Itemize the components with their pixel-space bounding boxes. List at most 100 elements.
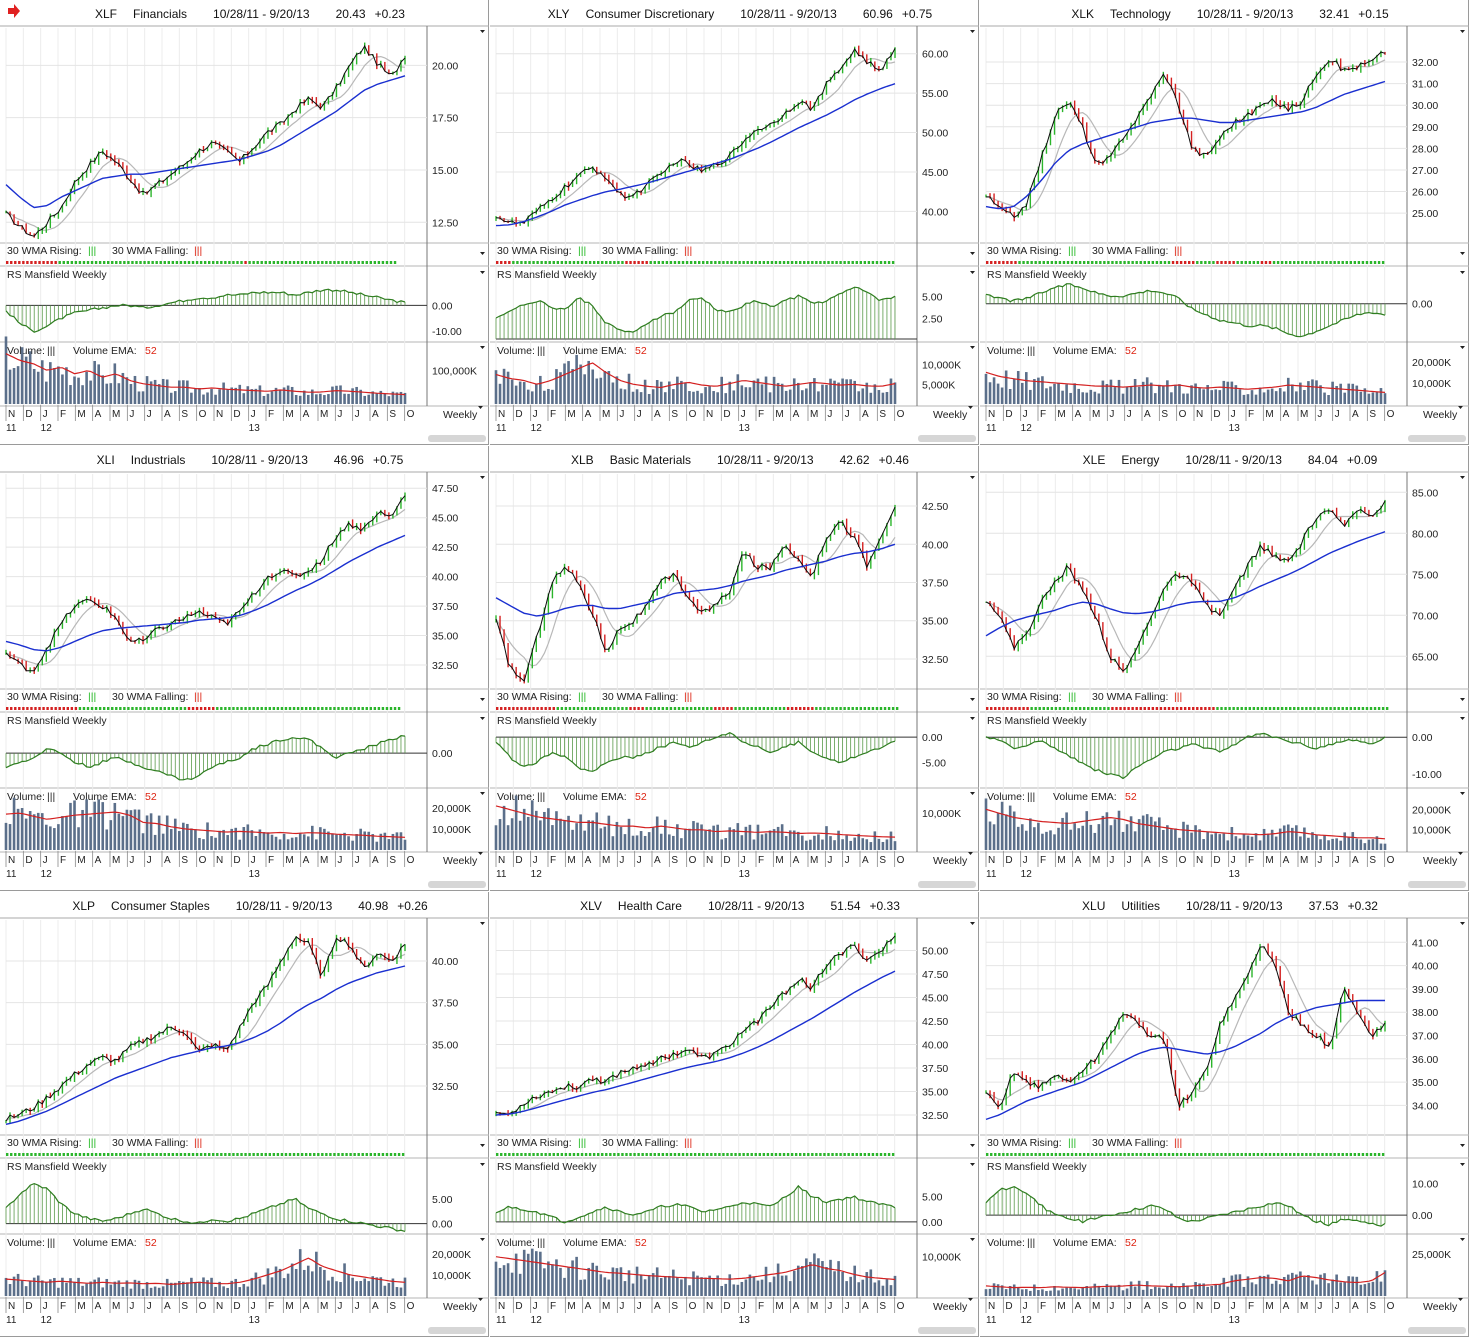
wma-dot <box>847 1153 850 1156</box>
wma-dot <box>337 261 340 264</box>
wma-dot <box>1179 707 1183 710</box>
dropdown-icon[interactable] <box>1458 852 1463 855</box>
wma-dot <box>532 261 535 264</box>
wma-dot <box>304 261 308 264</box>
dropdown-icon[interactable] <box>968 852 973 855</box>
dropdown-icon[interactable] <box>1460 1144 1465 1147</box>
volume-bar <box>809 1261 812 1296</box>
dropdown-icon[interactable] <box>478 406 483 409</box>
horizontal-scrollbar[interactable] <box>428 881 486 888</box>
dropdown-icon[interactable] <box>970 1238 975 1241</box>
wma-dot <box>1082 1153 1086 1156</box>
dropdown-icon[interactable] <box>480 698 485 701</box>
dropdown-icon[interactable] <box>1460 698 1465 701</box>
volume-bar <box>692 1271 695 1296</box>
dropdown-icon[interactable] <box>480 922 485 925</box>
horizontal-scrollbar[interactable] <box>918 435 976 442</box>
horizontal-scrollbar[interactable] <box>1408 881 1466 888</box>
volume-bar <box>992 1283 996 1296</box>
horizontal-scrollbar[interactable] <box>428 435 486 442</box>
wma-dot <box>1123 707 1126 710</box>
wma-dot <box>564 1153 568 1156</box>
dropdown-icon[interactable] <box>480 30 485 33</box>
dropdown-icon[interactable] <box>1460 1163 1465 1166</box>
dropdown-icon[interactable] <box>480 717 485 720</box>
dropdown-icon[interactable] <box>1460 792 1465 795</box>
dropdown-icon[interactable] <box>970 1163 975 1166</box>
dropdown-icon[interactable] <box>970 922 975 925</box>
volume-bar <box>210 836 213 850</box>
wma-dot <box>195 707 199 710</box>
dropdown-icon[interactable] <box>478 852 483 855</box>
dropdown-icon[interactable] <box>1460 271 1465 274</box>
wma-dot <box>1087 707 1090 710</box>
dropdown-icon[interactable] <box>970 30 975 33</box>
dropdown-icon[interactable] <box>970 476 975 479</box>
wma-dot <box>147 707 150 710</box>
dropdown-icon[interactable] <box>1460 30 1465 33</box>
year-label: 13 <box>739 869 751 880</box>
dropdown-icon[interactable] <box>970 1144 975 1147</box>
volume-bar <box>53 1277 56 1296</box>
wma-dot <box>693 707 697 710</box>
dropdown-icon[interactable] <box>480 1144 485 1147</box>
wma-dot <box>147 261 150 264</box>
dropdown-icon[interactable] <box>478 1298 483 1301</box>
dropdown-icon[interactable] <box>480 476 485 479</box>
wma-dot <box>548 261 551 264</box>
alert-arrow-icon[interactable] <box>8 4 20 18</box>
volume-bar <box>1085 1286 1089 1296</box>
volume-bar <box>1335 386 1338 404</box>
dropdown-icon[interactable] <box>970 792 975 795</box>
dropdown-icon[interactable] <box>968 1298 973 1301</box>
volume-bar <box>242 1284 246 1296</box>
dropdown-icon[interactable] <box>1460 346 1465 349</box>
dropdown-icon[interactable] <box>1460 252 1465 255</box>
dropdown-icon[interactable] <box>1460 476 1465 479</box>
horizontal-scrollbar[interactable] <box>918 881 976 888</box>
volume-bar <box>347 836 350 850</box>
dropdown-icon[interactable] <box>1460 922 1465 925</box>
volume-bar <box>101 375 105 404</box>
volume-bar <box>833 380 836 404</box>
volume-bar <box>375 393 379 404</box>
volume-bar <box>206 392 209 404</box>
volume-ema-value: 52 <box>1125 1237 1137 1249</box>
volume-bar <box>1383 1270 1387 1296</box>
horizontal-scrollbar[interactable] <box>1408 1327 1466 1334</box>
volume-bar <box>1371 1281 1375 1296</box>
dropdown-icon[interactable] <box>480 1238 485 1241</box>
month-label: O <box>897 409 905 420</box>
dropdown-icon[interactable] <box>480 346 485 349</box>
volume-bar <box>619 1267 623 1296</box>
dropdown-icon[interactable] <box>1460 717 1465 720</box>
horizontal-scrollbar[interactable] <box>428 1327 486 1334</box>
dropdown-icon[interactable] <box>1460 1238 1465 1241</box>
price-tick-label: 40.00 <box>432 572 458 584</box>
dropdown-icon[interactable] <box>970 698 975 701</box>
dropdown-icon[interactable] <box>968 406 973 409</box>
wma-dot <box>94 1153 98 1156</box>
dropdown-icon[interactable] <box>970 271 975 274</box>
horizontal-scrollbar[interactable] <box>918 1327 976 1334</box>
volume-bar <box>222 829 225 850</box>
dropdown-icon[interactable] <box>970 252 975 255</box>
horizontal-scrollbar[interactable] <box>1408 435 1466 442</box>
volume-bar <box>893 841 897 850</box>
dropdown-icon[interactable] <box>1458 1298 1463 1301</box>
dropdown-icon[interactable] <box>970 717 975 720</box>
volume-bar <box>1057 1290 1060 1296</box>
volume-bar <box>555 811 558 850</box>
year-label: 11 <box>496 423 507 434</box>
volume-bar <box>801 835 804 850</box>
dropdown-icon[interactable] <box>970 346 975 349</box>
volume-bar <box>1012 811 1016 850</box>
dropdown-icon[interactable] <box>480 1163 485 1166</box>
wma-dot <box>613 261 616 264</box>
dropdown-icon[interactable] <box>480 252 485 255</box>
wma-dot <box>361 1153 364 1156</box>
dropdown-icon[interactable] <box>480 792 485 795</box>
dropdown-icon[interactable] <box>1458 406 1463 409</box>
volume-bar <box>1214 833 1218 850</box>
dropdown-icon[interactable] <box>480 271 485 274</box>
